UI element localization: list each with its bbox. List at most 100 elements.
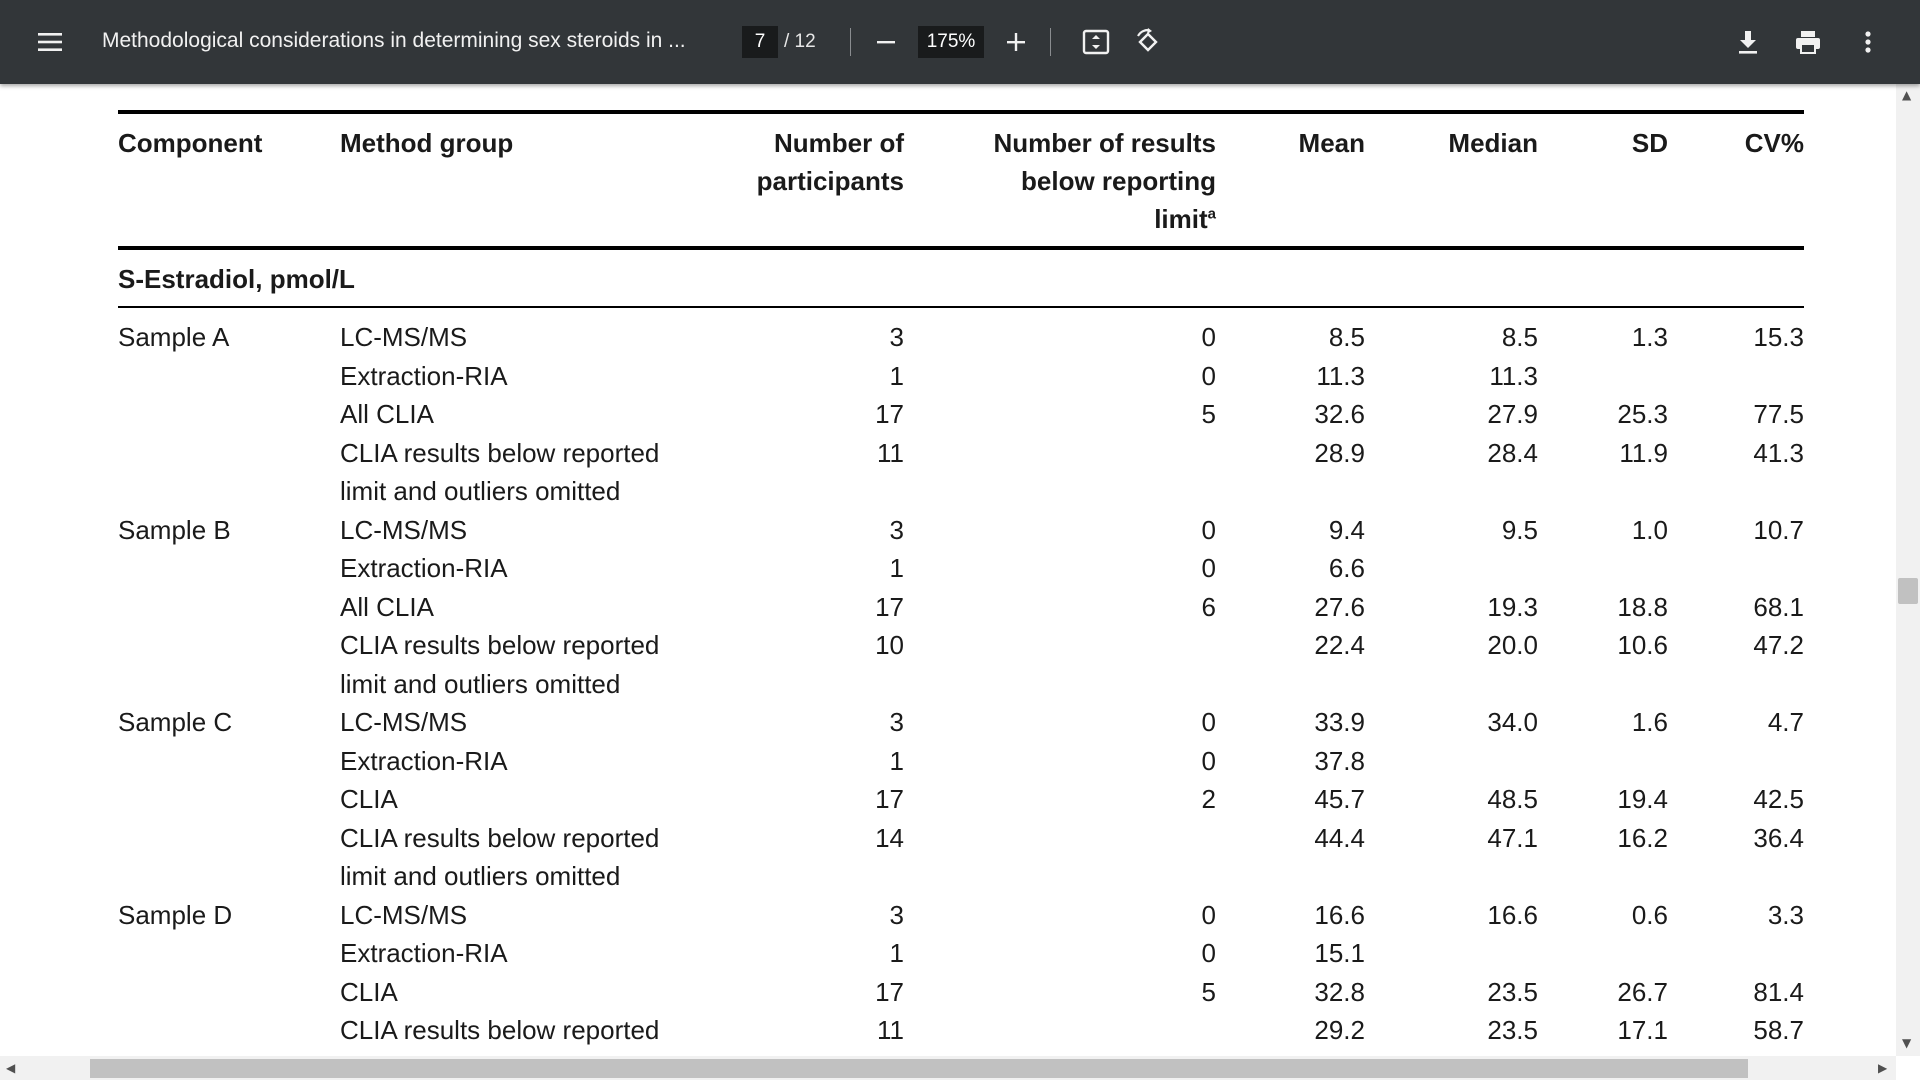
scroll-up-arrow-icon[interactable]: ▲ xyxy=(1902,88,1912,102)
header-below-limit-line1: Number of results xyxy=(993,128,1217,158)
value-cell-n: 17 xyxy=(875,976,904,1007)
value-cell-mean: 16.6 xyxy=(1314,899,1365,930)
value-cell-mean: 27.6 xyxy=(1314,591,1365,622)
menu-icon[interactable] xyxy=(30,22,70,62)
sample-label: Sample B xyxy=(118,514,231,545)
page-total: / 12 xyxy=(784,31,816,52)
value-cell-median: 9.5 xyxy=(1501,514,1538,545)
value-cell-cv: 3.3 xyxy=(1767,899,1804,930)
value-cell-sd: 18.8 xyxy=(1617,591,1668,622)
page-number-input[interactable]: 7 xyxy=(742,26,778,58)
value-cell-median: 48.5 xyxy=(1487,784,1538,814)
value-cell-sd: 0.6 xyxy=(1631,899,1668,930)
value-cell-sd: 19.4 xyxy=(1617,784,1668,814)
value-cell-below: 0 xyxy=(1201,899,1216,930)
table-top-rule xyxy=(118,110,1804,114)
method-group-cell: LC-MS/MS xyxy=(340,514,468,545)
scroll-down-arrow-icon[interactable]: ▼ xyxy=(1902,1036,1912,1050)
fit-page-button[interactable] xyxy=(1076,22,1116,62)
value-cell-sd: 1.0 xyxy=(1631,514,1668,545)
method-group-cell: CLIA results below reported xyxy=(340,822,660,853)
value-cell-cv: 47.2 xyxy=(1753,630,1804,660)
value-cell-sd: 26.7 xyxy=(1617,976,1668,1007)
sample-label: Sample D xyxy=(118,899,233,930)
print-button[interactable] xyxy=(1788,22,1828,62)
header-sd: SD xyxy=(1631,128,1668,158)
value-cell-below: 5 xyxy=(1201,399,1216,429)
header-cv: CV% xyxy=(1744,128,1804,158)
value-cell-below: 2 xyxy=(1201,784,1216,814)
value-cell-cv: 36.4 xyxy=(1753,822,1804,853)
header-below-limit-line2: below reporting xyxy=(1021,166,1216,196)
value-cell-cv: 42.5 xyxy=(1753,784,1804,814)
zoom-in-button[interactable] xyxy=(996,22,1036,62)
value-cell-below: 0 xyxy=(1201,745,1216,776)
header-median: Median xyxy=(1448,128,1538,158)
method-group-cell: LC-MS/MS xyxy=(340,707,468,737)
value-cell-n: 3 xyxy=(889,899,904,930)
zoom-out-button[interactable] xyxy=(866,22,906,62)
scroll-left-arrow-icon[interactable]: ◀ xyxy=(6,1061,16,1075)
horizontal-scroll-thumb[interactable] xyxy=(90,1059,1748,1078)
method-group-cell: Extraction-RIA xyxy=(340,938,508,968)
value-cell-mean: 45.7 xyxy=(1314,784,1365,814)
method-group-cell: CLIA xyxy=(340,784,398,814)
value-cell-mean: 44.4 xyxy=(1314,822,1365,853)
value-cell-mean: 33.9 xyxy=(1314,707,1365,737)
header-bottom-rule xyxy=(118,246,1804,250)
value-cell-n: 17 xyxy=(875,591,904,622)
vertical-scroll-thumb[interactable] xyxy=(1898,578,1918,604)
value-cell-median: 11.3 xyxy=(1489,360,1538,391)
section-rule xyxy=(118,306,1804,308)
value-cell-below: 0 xyxy=(1201,938,1216,968)
method-group-cell: CLIA results below reported xyxy=(340,630,660,660)
value-cell-n: 1 xyxy=(889,745,904,776)
value-cell-mean: 28.9 xyxy=(1314,437,1365,468)
method-group-cell: Extraction-RIA xyxy=(340,360,508,391)
value-cell-n: 17 xyxy=(875,784,904,814)
value-cell-mean: 15.1 xyxy=(1314,938,1365,968)
method-group-cell-line2: limit and outliers omitted xyxy=(340,861,621,891)
method-group-cell-line2: limit and outliers omitted xyxy=(340,476,621,506)
rotate-button[interactable] xyxy=(1128,22,1168,62)
method-group-cell: All CLIA xyxy=(340,591,434,622)
plus-icon xyxy=(1007,33,1025,51)
value-cell-sd: 11.9 xyxy=(1619,437,1668,468)
zoom-level-input[interactable]: 175% xyxy=(918,26,984,58)
more-vert-icon xyxy=(1865,31,1871,53)
value-cell-mean: 22.4 xyxy=(1314,630,1365,660)
document-viewer[interactable]: Component Method group Number of partici… xyxy=(0,84,1896,1056)
value-cell-mean: 8.5 xyxy=(1328,322,1365,352)
value-cell-n: 3 xyxy=(889,514,904,545)
value-cell-sd: 16.2 xyxy=(1617,822,1668,853)
download-icon xyxy=(1739,31,1757,54)
value-cell-cv: 58.7 xyxy=(1753,1015,1804,1045)
value-cell-median: 34.0 xyxy=(1487,707,1538,737)
more-options-button[interactable] xyxy=(1848,22,1888,62)
scroll-right-arrow-icon[interactable]: ▶ xyxy=(1878,1061,1888,1075)
value-cell-below: 0 xyxy=(1201,707,1216,737)
value-cell-n: 3 xyxy=(889,322,904,352)
section-title: S-Estradiol, pmol/L xyxy=(118,264,355,294)
value-cell-cv: 15.3 xyxy=(1753,322,1804,352)
minus-icon xyxy=(877,41,895,44)
header-participants-line1: Number of xyxy=(774,128,904,158)
method-group-cell: LC-MS/MS xyxy=(340,899,468,930)
value-cell-below: 0 xyxy=(1201,514,1216,545)
method-group-cell: LC-MS/MS xyxy=(340,322,468,352)
value-cell-cv: 41.3 xyxy=(1753,437,1804,468)
value-cell-below: 5 xyxy=(1201,976,1216,1007)
value-cell-below: 6 xyxy=(1201,591,1216,622)
print-icon xyxy=(1796,31,1820,54)
method-group-cell: Extraction-RIA xyxy=(340,745,508,776)
value-cell-cv: 77.5 xyxy=(1753,399,1804,429)
value-cell-sd: 1.6 xyxy=(1631,707,1668,737)
value-cell-sd: 1.3 xyxy=(1631,322,1668,352)
download-button[interactable] xyxy=(1728,22,1768,62)
value-cell-sd: 25.3 xyxy=(1617,399,1668,429)
vertical-scrollbar[interactable] xyxy=(1896,84,1920,1056)
value-cell-median: 47.1 xyxy=(1487,822,1538,853)
footnote-marker: a xyxy=(1207,205,1216,223)
value-cell-n: 11 xyxy=(877,1015,904,1045)
value-cell-n: 1 xyxy=(889,553,904,583)
